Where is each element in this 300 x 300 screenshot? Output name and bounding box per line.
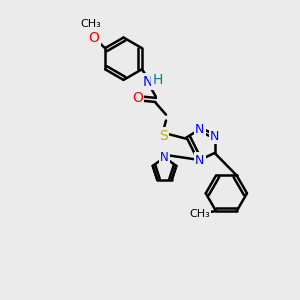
Text: O: O xyxy=(132,92,143,106)
Text: CH₃: CH₃ xyxy=(81,19,101,29)
Text: N: N xyxy=(210,130,219,143)
Text: N: N xyxy=(142,75,153,89)
Text: S: S xyxy=(159,129,167,143)
Text: H: H xyxy=(153,73,163,87)
Text: CH₃: CH₃ xyxy=(190,209,210,219)
Text: N: N xyxy=(160,151,169,164)
Text: O: O xyxy=(88,31,99,45)
Text: N: N xyxy=(195,123,205,136)
Text: N: N xyxy=(195,154,205,166)
